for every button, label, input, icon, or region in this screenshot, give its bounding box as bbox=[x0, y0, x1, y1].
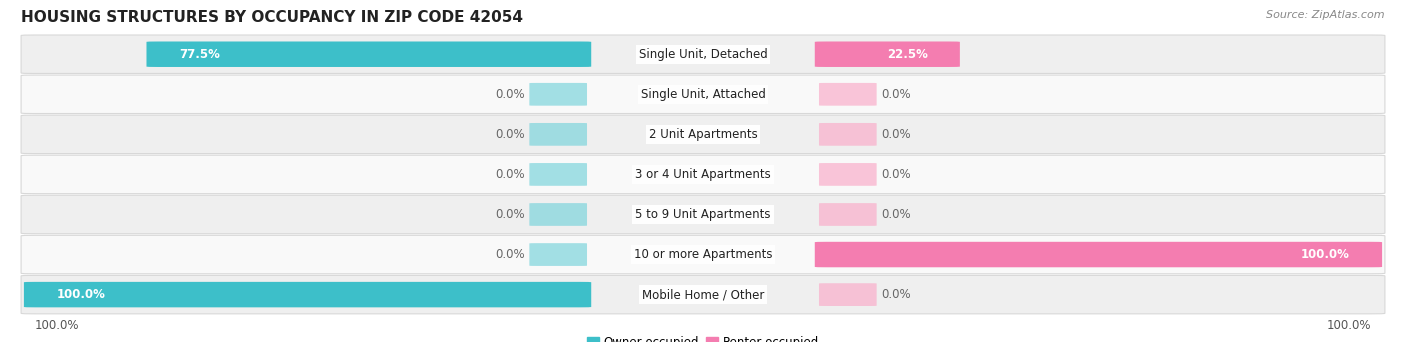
Text: 0.0%: 0.0% bbox=[495, 128, 526, 141]
FancyBboxPatch shape bbox=[21, 115, 1385, 154]
Text: 0.0%: 0.0% bbox=[880, 208, 911, 221]
Legend: Owner-occupied, Renter-occupied: Owner-occupied, Renter-occupied bbox=[582, 331, 824, 342]
FancyBboxPatch shape bbox=[21, 75, 1385, 114]
FancyBboxPatch shape bbox=[21, 155, 1385, 194]
FancyBboxPatch shape bbox=[530, 163, 588, 186]
Text: 0.0%: 0.0% bbox=[495, 208, 526, 221]
Text: Mobile Home / Other: Mobile Home / Other bbox=[641, 288, 765, 301]
Text: Single Unit, Detached: Single Unit, Detached bbox=[638, 48, 768, 61]
FancyBboxPatch shape bbox=[818, 163, 877, 186]
Text: 0.0%: 0.0% bbox=[880, 288, 911, 301]
FancyBboxPatch shape bbox=[21, 195, 1385, 234]
Text: Source: ZipAtlas.com: Source: ZipAtlas.com bbox=[1267, 10, 1385, 20]
Text: 0.0%: 0.0% bbox=[880, 88, 911, 101]
FancyBboxPatch shape bbox=[815, 242, 1382, 267]
FancyBboxPatch shape bbox=[21, 235, 1385, 274]
FancyBboxPatch shape bbox=[530, 203, 588, 226]
FancyBboxPatch shape bbox=[818, 283, 877, 306]
FancyBboxPatch shape bbox=[530, 243, 588, 266]
FancyBboxPatch shape bbox=[818, 123, 877, 146]
FancyBboxPatch shape bbox=[530, 83, 588, 106]
Text: 22.5%: 22.5% bbox=[887, 48, 928, 61]
Text: 3 or 4 Unit Apartments: 3 or 4 Unit Apartments bbox=[636, 168, 770, 181]
Text: 0.0%: 0.0% bbox=[495, 168, 526, 181]
FancyBboxPatch shape bbox=[21, 275, 1385, 314]
Text: 100.0%: 100.0% bbox=[1326, 319, 1371, 332]
Text: Single Unit, Attached: Single Unit, Attached bbox=[641, 88, 765, 101]
Text: 0.0%: 0.0% bbox=[495, 88, 526, 101]
Text: 77.5%: 77.5% bbox=[179, 48, 219, 61]
Text: 0.0%: 0.0% bbox=[880, 128, 911, 141]
Text: 10 or more Apartments: 10 or more Apartments bbox=[634, 248, 772, 261]
Text: 5 to 9 Unit Apartments: 5 to 9 Unit Apartments bbox=[636, 208, 770, 221]
Text: 0.0%: 0.0% bbox=[495, 248, 526, 261]
FancyBboxPatch shape bbox=[530, 123, 588, 146]
Text: 100.0%: 100.0% bbox=[35, 319, 80, 332]
Text: 100.0%: 100.0% bbox=[56, 288, 105, 301]
FancyBboxPatch shape bbox=[146, 41, 591, 67]
FancyBboxPatch shape bbox=[818, 203, 877, 226]
Text: 2 Unit Apartments: 2 Unit Apartments bbox=[648, 128, 758, 141]
FancyBboxPatch shape bbox=[815, 41, 960, 67]
FancyBboxPatch shape bbox=[24, 282, 591, 307]
Text: 0.0%: 0.0% bbox=[880, 168, 911, 181]
Text: 100.0%: 100.0% bbox=[1301, 248, 1350, 261]
FancyBboxPatch shape bbox=[818, 83, 877, 106]
FancyBboxPatch shape bbox=[21, 35, 1385, 74]
Text: HOUSING STRUCTURES BY OCCUPANCY IN ZIP CODE 42054: HOUSING STRUCTURES BY OCCUPANCY IN ZIP C… bbox=[21, 10, 523, 25]
